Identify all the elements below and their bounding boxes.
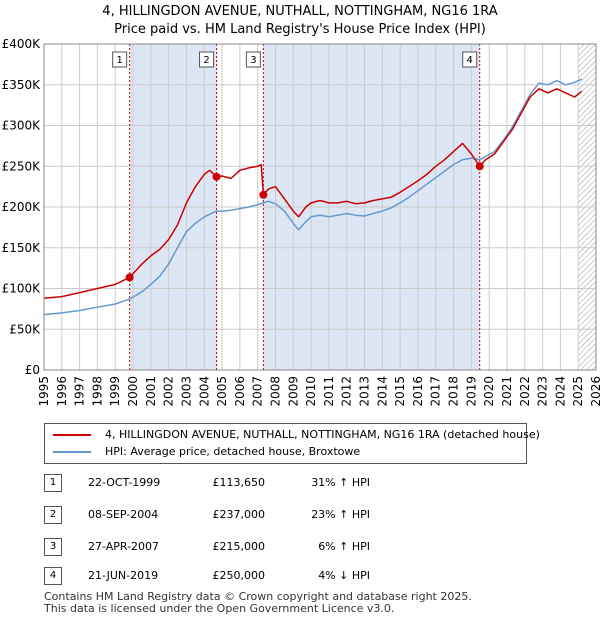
- sale-label-text: 2: [203, 55, 209, 66]
- x-tick-label: 2011: [322, 376, 336, 407]
- sale-hpi-diff: 6% ↑ HPI: [318, 540, 370, 553]
- x-tick-label: 2002: [162, 376, 176, 407]
- sale-row: 2 08-SEP-2004 £237,000 23% ↑ HPI: [44, 506, 464, 524]
- sale-point: [475, 162, 484, 171]
- sale-number-badge: 4: [44, 567, 62, 585]
- x-tick-label: 2008: [268, 376, 282, 407]
- sale-row: 3 27-APR-2007 £215,000 6% ↑ HPI: [44, 538, 464, 556]
- x-tick-label: 2013: [358, 376, 372, 407]
- sale-hpi-diff: 31% ↑ HPI: [311, 476, 370, 489]
- y-tick-label: £400K: [2, 37, 42, 51]
- x-tick-label: 2009: [286, 376, 300, 407]
- x-tick-label: 2024: [553, 376, 567, 407]
- x-tick-label: 2012: [340, 376, 354, 407]
- sale-point: [259, 190, 268, 199]
- sale-label-box: [112, 51, 128, 68]
- chart-legend: 4, HILLINGDON AVENUE, NUTHALL, NOTTINGHA…: [44, 423, 540, 464]
- sale-price: £237,000: [212, 508, 266, 521]
- sale-number-badge: 2: [44, 506, 62, 524]
- x-tick-label: 2007: [251, 376, 265, 407]
- sale-price: £215,000: [212, 540, 266, 553]
- x-tick-label: 1995: [37, 376, 51, 407]
- x-tick-label: 2023: [536, 376, 550, 407]
- legend-label-property: 4, HILLINGDON AVENUE, NUTHALL, NOTTINGHA…: [105, 428, 540, 441]
- x-tick-label: 2010: [304, 376, 318, 407]
- chart-title-line2: Price paid vs. HM Land Registry's House …: [114, 22, 486, 37]
- y-tick-label: £250K: [2, 159, 42, 173]
- x-tick-label: 2018: [447, 376, 461, 407]
- y-tick-label: £0: [25, 363, 40, 377]
- x-tick-label: 2005: [215, 376, 229, 407]
- y-tick-label: £200K: [2, 200, 42, 214]
- sale-date: 21-JUN-2019: [88, 569, 159, 582]
- footer-license: This data is licensed under the Open Gov…: [44, 602, 395, 615]
- legend-swatch-hpi: [53, 451, 91, 453]
- sale-label-text: 1: [116, 55, 122, 66]
- x-tick-label: 2016: [411, 376, 425, 407]
- sale-row: 4 21-JUN-2019 £250,000 4% ↓ HPI: [44, 567, 464, 585]
- sale-number-badge: 1: [44, 474, 62, 492]
- sale-label-box: [245, 51, 261, 68]
- sale-date: 22-OCT-1999: [88, 476, 161, 489]
- x-tick-label: 1996: [55, 376, 69, 407]
- sale-date: 27-APR-2007: [88, 540, 160, 553]
- sale-hpi-diff: 23% ↑ HPI: [311, 508, 370, 521]
- sale-hpi-diff: 4% ↓ HPI: [318, 569, 370, 582]
- y-tick-label: £350K: [2, 78, 42, 92]
- legend-swatch-property: [53, 434, 91, 436]
- plot-border: [43, 43, 597, 371]
- sale-label-text: 3: [250, 55, 256, 66]
- x-tick-label: 2025: [571, 376, 585, 407]
- sale-number-badge: 3: [44, 538, 62, 556]
- x-tick-label: 2001: [144, 376, 158, 407]
- sale-label-box: [462, 51, 478, 68]
- sale-price: £113,650: [212, 476, 266, 489]
- sale-label-box: [199, 51, 215, 68]
- chart-title-line1: 4, HILLINGDON AVENUE, NUTHALL, NOTTINGHA…: [102, 4, 498, 19]
- y-tick-label: £100K: [2, 282, 42, 296]
- x-tick-label: 2014: [375, 376, 389, 407]
- x-tick-label: 2003: [179, 376, 193, 407]
- x-tick-label: 2004: [197, 376, 211, 407]
- y-tick-label: £300K: [2, 119, 42, 133]
- x-tick-label: 2017: [429, 376, 443, 407]
- x-tick-label: 2022: [518, 376, 532, 407]
- sale-label-text: 4: [467, 55, 473, 66]
- x-tick-label: 2026: [589, 376, 600, 407]
- x-tick-label: 1997: [73, 376, 87, 407]
- sale-price: £250,000: [212, 569, 266, 582]
- sale-point: [125, 273, 134, 282]
- x-tick-label: 1998: [90, 376, 104, 407]
- sale-point: [212, 172, 221, 181]
- x-tick-label: 2021: [500, 376, 514, 407]
- sale-row: 1 22-OCT-1999 £113,650 31% ↑ HPI: [44, 474, 464, 492]
- price-chart: 1 2 3 4 £0 £50K £100K £150K £200K £250K £300K £350K…: [2, 37, 600, 407]
- x-tick-label: 2015: [393, 376, 407, 407]
- x-tick-label: 2019: [464, 376, 478, 407]
- y-tick-label: £150K: [2, 241, 42, 255]
- x-tick-label: 2000: [126, 376, 140, 407]
- x-tick-label: 1999: [108, 376, 122, 407]
- sale-date: 08-SEP-2004: [88, 508, 159, 521]
- footer-copyright: Contains HM Land Registry data © Crown c…: [44, 590, 472, 603]
- x-tick-label: 2020: [482, 376, 496, 407]
- y-tick-label: £50K: [9, 322, 41, 336]
- legend-label-hpi: HPI: Average price, detached house, Brox…: [105, 445, 361, 458]
- x-tick-label: 2006: [233, 376, 247, 407]
- property-price-line: [43, 88, 583, 300]
- hpi-line: [43, 78, 583, 316]
